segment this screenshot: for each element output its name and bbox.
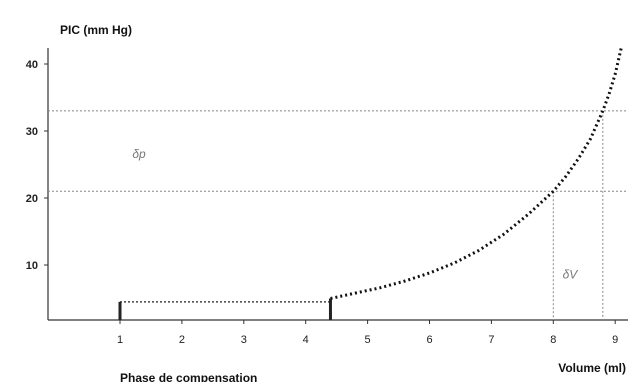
x-tick-label: 3 <box>241 334 247 346</box>
x-tick-label: 8 <box>550 334 556 346</box>
x-tick-label: 4 <box>303 334 309 346</box>
annotation-label: δV <box>563 267 579 281</box>
compensation-layer <box>118 298 332 320</box>
x-tick-label: 5 <box>365 334 371 346</box>
y-tick-label: 30 <box>26 126 38 138</box>
pressure-volume-curve <box>330 46 623 300</box>
annotation-label: δp <box>132 147 146 161</box>
reference-lines-layer <box>48 110 628 320</box>
x-tick-label: 7 <box>488 334 494 346</box>
x-tick-label: 6 <box>426 334 432 346</box>
ticks-layer: 1 2 3 4 5 6 7 8 9 10 20 30 40 <box>26 59 619 346</box>
x-tick-label: 9 <box>612 334 618 346</box>
curve-layer <box>330 46 623 300</box>
x-tick-label: 2 <box>179 334 185 346</box>
annotations-layer: δp δV <box>132 147 578 282</box>
y-tick-label: 10 <box>26 260 38 272</box>
x-axis-label: Volume (ml) <box>558 361 626 375</box>
y-tick-label: 40 <box>26 59 38 71</box>
x-tick-label: 1 <box>117 334 123 346</box>
y-axis-label: PIC (mm Hg) <box>60 23 132 37</box>
y-tick-label: 20 <box>26 193 38 205</box>
compensation-phase-label: Phase de compensation <box>120 371 257 382</box>
